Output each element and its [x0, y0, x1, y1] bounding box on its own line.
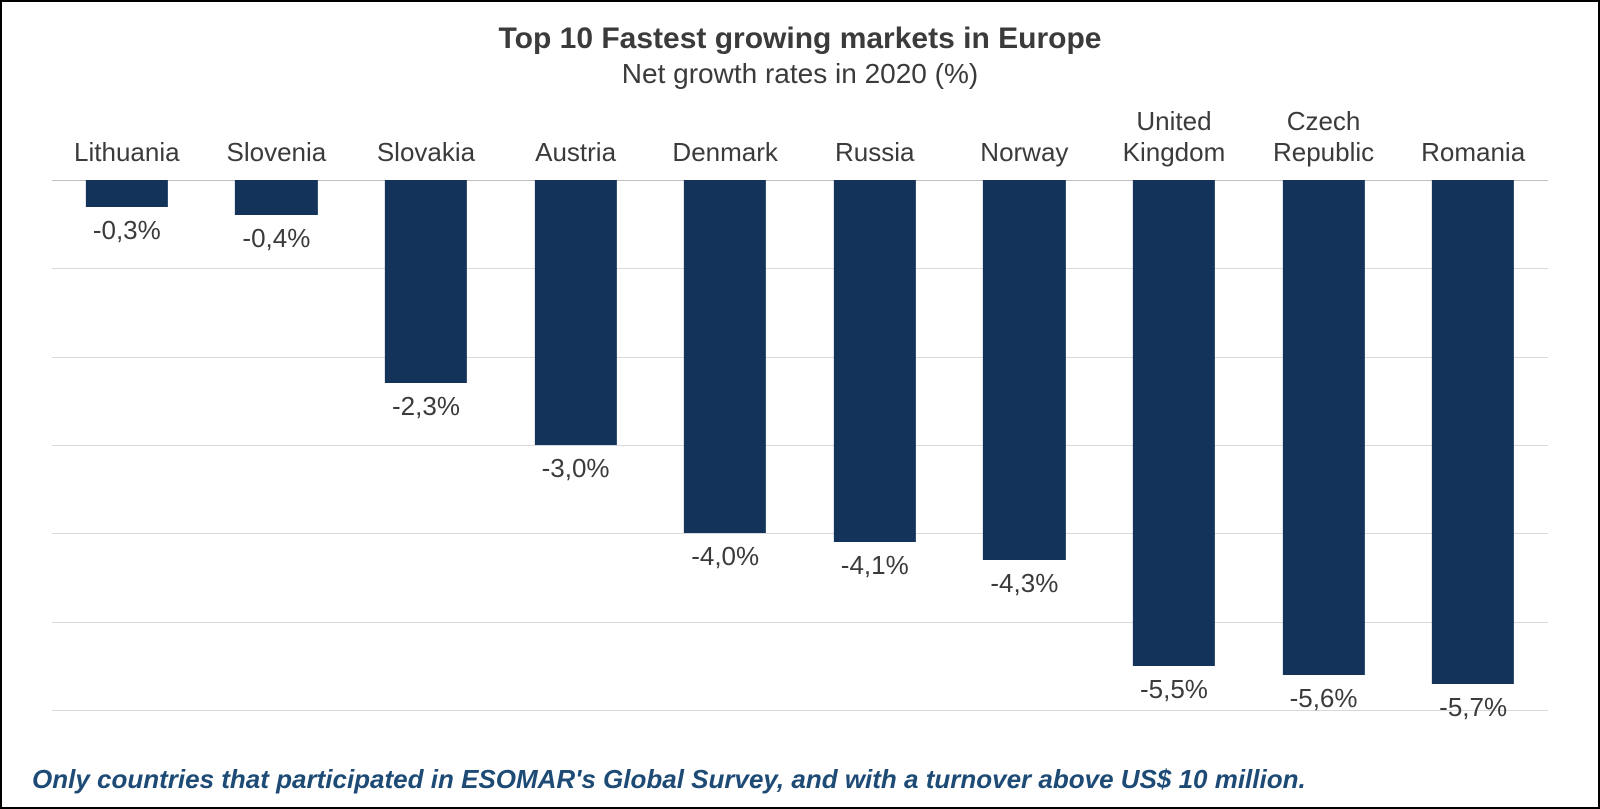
- category-label: Denmark: [672, 137, 777, 168]
- bar-slot: United Kingdom-5,5%: [1099, 180, 1249, 710]
- bar: [983, 180, 1065, 560]
- bar-value-label: -4,1%: [841, 550, 909, 581]
- bar: [1432, 180, 1514, 684]
- bar-slot: Russia-4,1%: [800, 180, 950, 710]
- bars-row: Lithuania-0,3%Slovenia-0,4%Slovakia-2,3%…: [52, 180, 1548, 710]
- bar-value-label: -3,0%: [542, 453, 610, 484]
- chart-region: Lithuania-0,3%Slovenia-0,4%Slovakia-2,3%…: [32, 110, 1568, 750]
- category-label: Romania: [1421, 137, 1525, 168]
- chart-container: Top 10 Fastest growing markets in Europe…: [0, 0, 1600, 809]
- bar: [834, 180, 916, 542]
- category-label: Czech Republic: [1273, 106, 1374, 168]
- plot-area: Lithuania-0,3%Slovenia-0,4%Slovakia-2,3%…: [52, 180, 1548, 710]
- bar: [1282, 180, 1364, 675]
- bar-value-label: -5,6%: [1290, 683, 1358, 714]
- category-label: Norway: [980, 137, 1068, 168]
- bar-value-label: -0,3%: [93, 215, 161, 246]
- bar-value-label: -5,7%: [1439, 692, 1507, 723]
- bar: [86, 180, 168, 207]
- bar-slot: Slovakia-2,3%: [351, 180, 501, 710]
- footnote: Only countries that participated in ESOM…: [32, 764, 1306, 795]
- bar-slot: Denmark-4,0%: [650, 180, 800, 710]
- bar-slot: Czech Republic-5,6%: [1249, 180, 1399, 710]
- bar-slot: Romania-5,7%: [1398, 180, 1548, 710]
- bar-value-label: -2,3%: [392, 391, 460, 422]
- title-block: Top 10 Fastest growing markets in Europe…: [32, 22, 1568, 90]
- category-label: Austria: [535, 137, 616, 168]
- bar: [235, 180, 317, 215]
- bar-value-label: -4,0%: [691, 541, 759, 572]
- bar-slot: Slovenia-0,4%: [202, 180, 352, 710]
- bar-slot: Norway-4,3%: [950, 180, 1100, 710]
- bar: [385, 180, 467, 383]
- category-label: Russia: [835, 137, 914, 168]
- bar: [684, 180, 766, 533]
- category-label: Lithuania: [74, 137, 180, 168]
- bar-value-label: -4,3%: [990, 568, 1058, 599]
- chart-subtitle: Net growth rates in 2020 (%): [32, 58, 1568, 90]
- bar: [1133, 180, 1215, 666]
- bar-value-label: -0,4%: [242, 223, 310, 254]
- category-label: Slovakia: [377, 137, 475, 168]
- bar-value-label: -5,5%: [1140, 674, 1208, 705]
- chart-title: Top 10 Fastest growing markets in Europe: [32, 22, 1568, 56]
- category-label: United Kingdom: [1123, 106, 1226, 168]
- category-label: Slovenia: [227, 137, 327, 168]
- bar-slot: Lithuania-0,3%: [52, 180, 202, 710]
- bar-slot: Austria-3,0%: [501, 180, 651, 710]
- bar: [534, 180, 616, 445]
